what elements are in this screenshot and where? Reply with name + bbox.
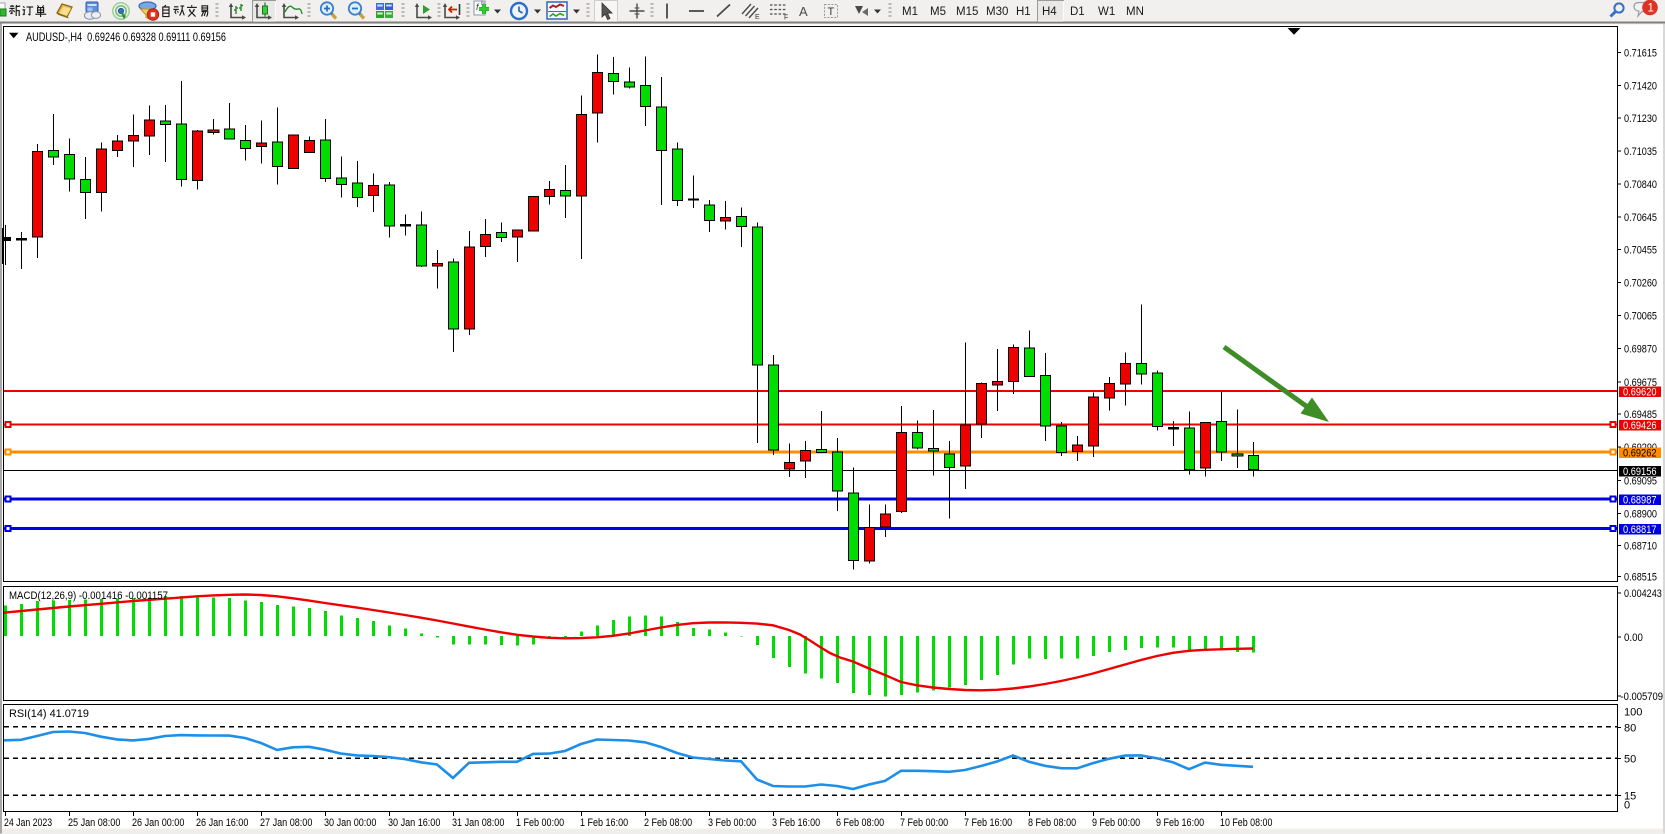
svg-text:0.68515: 0.68515 [1624,572,1657,584]
svg-text:M1: M1 [902,6,918,18]
svg-text:0.68987: 0.68987 [1623,494,1657,506]
svg-text:W1: W1 [1098,6,1115,18]
svg-text:1: 1 [1648,3,1654,15]
svg-text:80: 80 [1624,723,1636,735]
svg-text:0.004243: 0.004243 [1624,588,1662,600]
svg-text:RSI(14) 41.0719: RSI(14) 41.0719 [9,708,89,720]
svg-text:M15: M15 [956,6,978,18]
svg-text:100: 100 [1624,707,1642,719]
svg-text:1 Feb 16:00: 1 Feb 16:00 [580,817,628,829]
svg-text:f: f [476,2,480,12]
svg-text:MN: MN [1126,6,1144,18]
svg-text:0.70260: 0.70260 [1624,278,1657,290]
svg-text:6 Feb 08:00: 6 Feb 08:00 [836,817,884,829]
svg-text:26 Jan 00:00: 26 Jan 00:00 [132,817,184,829]
svg-text:AUDUSD-,H4 0.69246 0.69328 0.: AUDUSD-,H4 0.69246 0.69328 0.69111 0.691… [26,30,226,44]
svg-text:0.69156: 0.69156 [1623,466,1657,478]
svg-text:E: E [755,14,760,21]
svg-text:-0.005709: -0.005709 [1621,691,1664,703]
svg-text:25 Jan 08:00: 25 Jan 08:00 [68,817,120,829]
svg-text:3 Feb 00:00: 3 Feb 00:00 [708,817,756,829]
svg-text:0.71230: 0.71230 [1624,113,1657,125]
svg-text:MACD(12,26,9) -0.001416 -0.001: MACD(12,26,9) -0.001416 -0.001157 [9,590,168,602]
svg-text:0.70455: 0.70455 [1624,244,1657,256]
svg-text:7 Feb 00:00: 7 Feb 00:00 [900,817,948,829]
svg-text:10 Feb 08:00: 10 Feb 08:00 [1220,817,1272,829]
svg-text:0.69620: 0.69620 [1623,386,1657,398]
svg-text:A: A [799,4,808,19]
svg-text:0.69675: 0.69675 [1624,377,1657,389]
svg-text:2 Feb 08:00: 2 Feb 08:00 [644,817,692,829]
svg-text:0.69485: 0.69485 [1624,409,1657,421]
svg-text:0.71615: 0.71615 [1624,48,1657,60]
svg-text:7 Feb 16:00: 7 Feb 16:00 [964,817,1012,829]
svg-text:30 Jan 16:00: 30 Jan 16:00 [388,817,440,829]
svg-text:0.68900: 0.68900 [1624,508,1657,520]
svg-text:M5: M5 [930,6,946,18]
svg-text:8 Feb 08:00: 8 Feb 08:00 [1028,817,1076,829]
svg-text:0.69426: 0.69426 [1623,420,1657,432]
svg-text:0.00: 0.00 [1624,632,1643,644]
svg-text:26 Jan 16:00: 26 Jan 16:00 [196,817,248,829]
svg-text:0.71420: 0.71420 [1624,81,1657,93]
svg-text:0.68817: 0.68817 [1623,524,1657,536]
svg-text:0.70645: 0.70645 [1624,212,1657,224]
svg-text:F: F [784,15,788,22]
svg-text:H1: H1 [1016,6,1031,18]
svg-text:M30: M30 [986,6,1008,18]
svg-text:50: 50 [1624,753,1636,765]
svg-text:0.69262: 0.69262 [1623,447,1657,459]
svg-text:0.70065: 0.70065 [1624,311,1657,323]
svg-text:9 Feb 16:00: 9 Feb 16:00 [1156,817,1204,829]
svg-text:H4: H4 [1042,6,1057,18]
svg-text:15: 15 [1624,791,1636,803]
svg-text:0.69870: 0.69870 [1624,344,1657,356]
svg-text:0: 0 [1624,800,1630,812]
svg-text:0.68710: 0.68710 [1624,541,1657,553]
svg-text:9 Feb 00:00: 9 Feb 00:00 [1092,817,1140,829]
svg-text:T: T [828,6,835,18]
svg-text:3 Feb 16:00: 3 Feb 16:00 [772,817,820,829]
svg-text:30 Jan 00:00: 30 Jan 00:00 [324,817,376,829]
svg-text:0.71035: 0.71035 [1624,146,1657,158]
svg-text:1 Feb 00:00: 1 Feb 00:00 [516,817,564,829]
svg-text:0.69095: 0.69095 [1624,475,1657,487]
svg-text:D1: D1 [1070,6,1085,18]
svg-text:31 Jan 08:00: 31 Jan 08:00 [452,817,504,829]
svg-text:24 Jan 2023: 24 Jan 2023 [4,817,52,829]
svg-text:0.70840: 0.70840 [1624,179,1657,191]
svg-text:27 Jan 08:00: 27 Jan 08:00 [260,817,312,829]
